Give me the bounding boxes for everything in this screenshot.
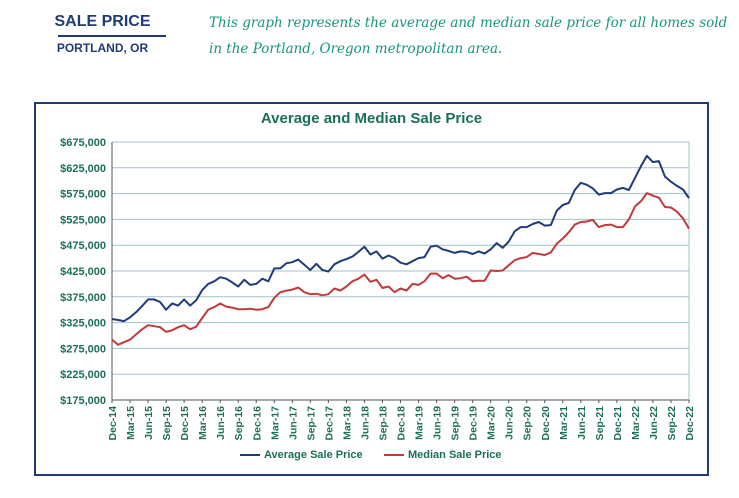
y-tick-label: $225,000 xyxy=(60,369,106,381)
header-subtitle: PORTLAND, OR xyxy=(56,41,149,55)
x-tick-label: Dec-16 xyxy=(251,406,263,441)
x-tick-label: Sep-15 xyxy=(161,406,173,441)
x-tick-label: Mar-20 xyxy=(486,406,498,440)
x-tick-label: Sep-22 xyxy=(666,406,678,441)
header-divider xyxy=(58,35,166,37)
chart-title: Average and Median Sale Price xyxy=(260,110,483,127)
x-tick-label: Dec-18 xyxy=(396,406,408,441)
y-tick-label: $375,000 xyxy=(60,292,106,304)
x-tick-label: Jun-15 xyxy=(143,406,155,440)
x-tick-label: Dec-19 xyxy=(468,406,480,441)
x-tick-label: Dec-22 xyxy=(684,406,696,441)
chart-legend: Average Sale Price Median Sale Price xyxy=(238,449,538,465)
x-tick-label: Sep-18 xyxy=(377,406,389,441)
chart-description: This graph represents the average and me… xyxy=(209,15,728,57)
x-tick-label: Mar-21 xyxy=(558,406,570,440)
x-tick-label: Dec-14 xyxy=(107,406,119,441)
x-tick-label: Jun-21 xyxy=(576,406,588,440)
x-tick-label: Mar-19 xyxy=(414,406,426,440)
x-tick-label: Jun-17 xyxy=(287,406,299,440)
x-tick-label: Dec-21 xyxy=(612,406,624,441)
x-tick-label: Jun-16 xyxy=(215,406,227,440)
x-tick-label: Dec-17 xyxy=(323,406,335,441)
chart-frame xyxy=(34,102,709,476)
legend-item-median: Median Sale Price xyxy=(384,449,502,461)
y-tick-label: $575,000 xyxy=(60,189,106,201)
x-tick-label: Mar-17 xyxy=(269,406,281,440)
y-tick-label: $625,000 xyxy=(60,163,106,175)
y-tick-label: $525,000 xyxy=(60,214,106,226)
x-tick-label: Sep-21 xyxy=(594,406,606,441)
header-title: SALE PRICE xyxy=(54,13,151,30)
x-tick-label: Jun-19 xyxy=(432,406,444,440)
legend-swatch-median xyxy=(384,454,404,456)
legend-label-average: Average Sale Price xyxy=(264,449,363,461)
x-tick-label: Jun-18 xyxy=(359,406,371,440)
y-tick-label: $675,000 xyxy=(60,137,106,149)
series-line-median xyxy=(111,192,690,346)
y-tick-label: $175,000 xyxy=(60,395,106,407)
x-tick-label: Dec-15 xyxy=(179,406,191,441)
legend-item-average: Average Sale Price xyxy=(240,449,363,461)
x-tick-label: Mar-16 xyxy=(197,406,209,440)
y-tick-label: $475,000 xyxy=(60,240,106,252)
x-tick-label: Sep-16 xyxy=(233,406,245,441)
x-tick-label: Sep-17 xyxy=(305,406,317,441)
y-tick-label: $275,000 xyxy=(60,343,106,355)
x-tick-label: Mar-15 xyxy=(125,406,137,440)
x-tick-label: Sep-20 xyxy=(522,406,534,441)
x-tick-label: Mar-22 xyxy=(630,406,642,440)
x-tick-label: Dec-20 xyxy=(540,406,552,441)
legend-swatch-average xyxy=(240,454,260,456)
y-tick-label: $425,000 xyxy=(60,266,106,278)
x-tick-label: Jun-20 xyxy=(504,406,516,440)
y-tick-label: $325,000 xyxy=(60,318,106,330)
series-line-average xyxy=(111,154,690,323)
legend-label-median: Median Sale Price xyxy=(408,449,502,461)
x-tick-label: Sep-19 xyxy=(450,406,462,441)
x-tick-label: Mar-18 xyxy=(341,406,353,440)
x-tick-label: Jun-22 xyxy=(648,406,660,440)
